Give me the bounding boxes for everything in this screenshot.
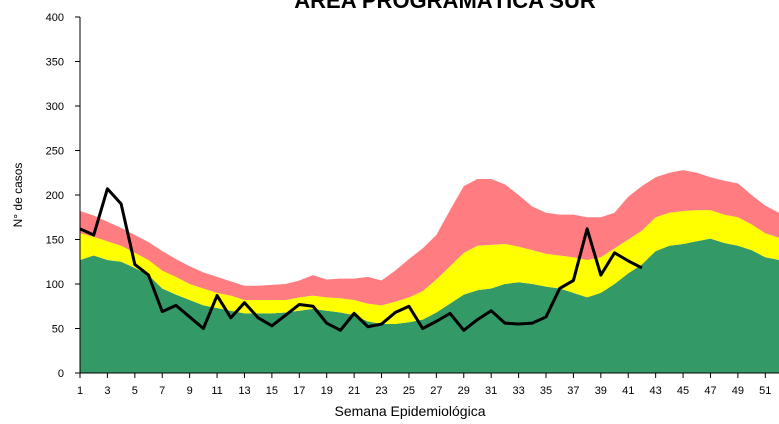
y-tick-label: 100 [46,279,64,291]
x-tick-label: 17 [293,385,305,397]
x-tick-label: 23 [375,385,387,397]
x-tick-label: 5 [132,385,138,397]
x-tick-label: 37 [567,385,579,397]
chart-title: ÁREA PROGRAMÁTICA SUR [294,0,596,13]
x-tick-label: 3 [104,385,110,397]
x-tick-label: 7 [159,385,165,397]
x-tick-label: 43 [650,385,662,397]
y-tick-label: 400 [46,12,64,24]
x-tick-label: 21 [348,385,360,397]
x-tick-label: 49 [732,385,744,397]
y-axis-label: N° de casos [11,163,25,228]
x-tick-label: 45 [677,385,689,397]
x-tick-label: 35 [540,385,552,397]
x-axis-label: Semana Epidemiológica [335,403,486,419]
y-tick-label: 50 [52,324,64,336]
x-tick-label: 47 [704,385,716,397]
x-tick-label: 31 [485,385,497,397]
area [80,238,779,373]
x-tick-label: 9 [187,385,193,397]
y-tick-label: 300 [46,101,64,113]
x-tick-label: 1 [77,385,83,397]
y-tick-label: 350 [46,57,64,69]
line [79,187,643,332]
x-tick-label: 51 [759,385,771,397]
x-tick-label: 13 [238,385,250,397]
x-tick-label: 29 [458,385,470,397]
y-tick-label: 250 [46,146,64,158]
x-tick-label: 11 [211,385,222,397]
x-tick-label: 15 [266,385,278,397]
x-tick-label: 27 [430,385,442,397]
y-tick-label: 200 [46,190,64,202]
x-tick-label: 39 [595,385,607,397]
x-tick-label: 41 [622,385,634,397]
area [80,170,779,306]
x-tick-label: 19 [321,385,333,397]
y-tick-label: 0 [58,368,64,380]
area [80,210,779,325]
x-tick-label: 25 [403,385,415,397]
y-tick-label: 150 [46,235,64,247]
x-tick-label: 33 [512,385,524,397]
